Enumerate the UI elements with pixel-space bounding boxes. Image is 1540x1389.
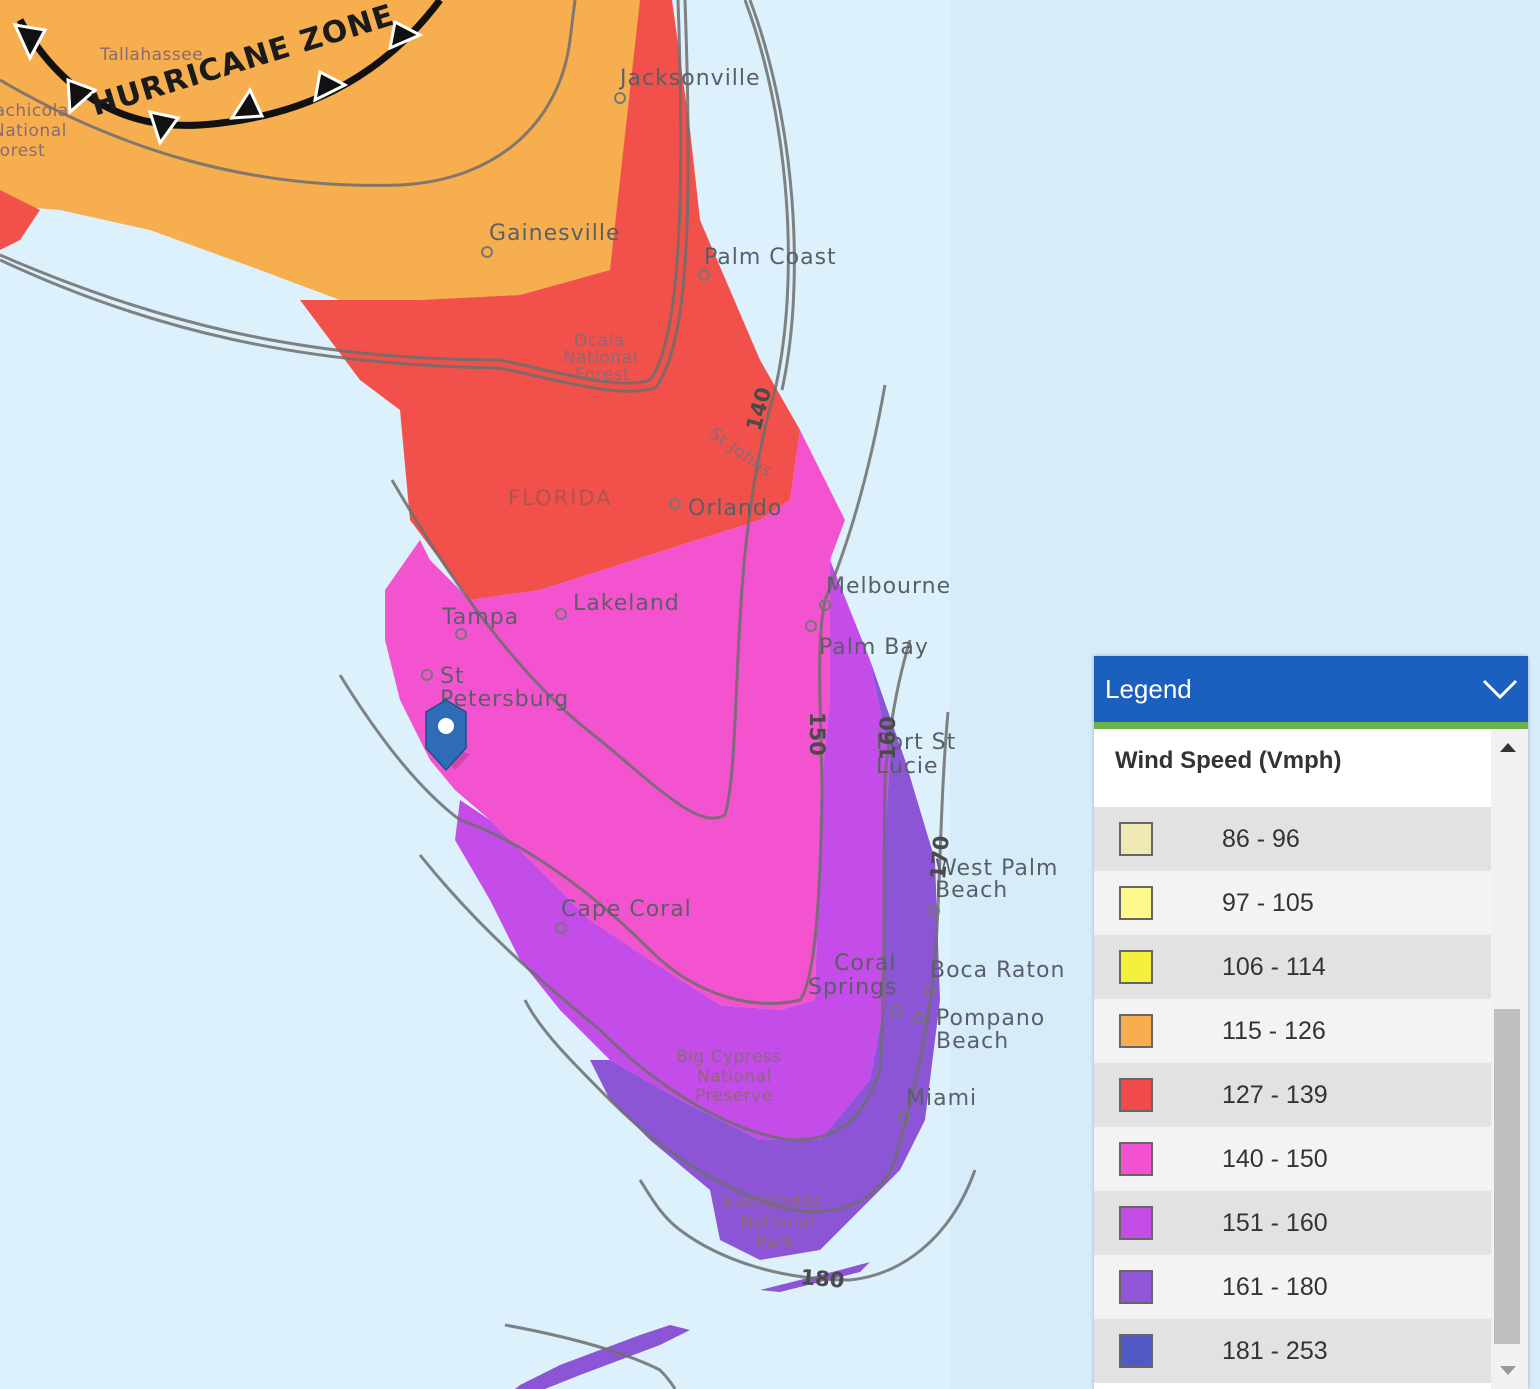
scroll-down-icon[interactable] [1500, 1366, 1516, 1375]
city-labels: Jacksonville Gainesville Palm Coast Orla… [440, 66, 1065, 1111]
chevron-down-icon[interactable] [1472, 678, 1528, 700]
hurricane-zone-line [16, 0, 443, 129]
area-labels: Ocala National Forest Big Cypress Nation… [0, 45, 822, 1253]
contour-label-150: 150 [805, 712, 829, 756]
city-label: Springs [808, 975, 897, 1000]
legend-item: 127 - 139 [1094, 1063, 1491, 1127]
city-label: Port St [876, 730, 956, 755]
city-label: Miami [906, 1086, 977, 1111]
area-label: Tallahassee [99, 45, 203, 65]
city-label: Lucie [876, 754, 939, 779]
legend-range: 127 - 139 [1222, 1080, 1328, 1109]
zone-127-139-west [0, 190, 40, 250]
area-label: Everglades [723, 1192, 822, 1212]
legend-swatch [1119, 950, 1153, 984]
area-label: National [697, 1067, 772, 1087]
legend-range: 86 - 96 [1222, 824, 1300, 853]
city-label: West Palm [935, 856, 1058, 881]
legend-range: 115 - 126 [1222, 1016, 1326, 1045]
legend-body: Wind Speed (Vmph) 86 - 96 97 - 105 106 -… [1094, 729, 1528, 1389]
city-label: Melbourne [826, 574, 951, 599]
city-label: Petersburg [440, 687, 569, 712]
city-label: Coral [834, 951, 896, 976]
area-label: National [740, 1213, 815, 1233]
area-label: National [0, 121, 67, 141]
area-label: Preserve [695, 1086, 773, 1106]
legend-swatch [1119, 1078, 1153, 1112]
scrollbar-thumb[interactable] [1494, 1009, 1520, 1344]
legend-item: 106 - 114 [1094, 935, 1491, 999]
zone-161-180 [590, 660, 940, 1260]
legend-swatch [1119, 1206, 1153, 1240]
legend-header[interactable]: Legend [1094, 656, 1528, 729]
legend-range: 151 - 160 [1222, 1208, 1328, 1237]
city-label: Cape Coral [561, 897, 692, 922]
legend-range: 140 - 150 [1222, 1144, 1328, 1173]
contour-label-180: 180 [800, 1265, 846, 1293]
city-label: Pompano [936, 1006, 1045, 1031]
city-label: Boca Raton [930, 958, 1065, 983]
city-label: Gainesville [489, 221, 620, 246]
scroll-up-icon[interactable] [1500, 743, 1516, 752]
city-label: Tampa [441, 605, 519, 630]
area-label: Park [756, 1233, 795, 1253]
contour-label-170: 170 [926, 835, 954, 881]
legend-scrollbar[interactable] [1491, 729, 1528, 1389]
zone-115-126 [0, 0, 660, 300]
area-label: Forest [575, 365, 630, 385]
area-label: National [563, 348, 638, 368]
legend-item: 115 - 126 [1094, 999, 1491, 1063]
legend-list: 86 - 96 97 - 105 106 - 114 115 - 126 127… [1094, 807, 1528, 1383]
city-label: Beach [935, 878, 1008, 903]
location-marker-icon[interactable] [425, 699, 470, 772]
city-label: St [440, 664, 465, 689]
legend-range: 97 - 105 [1222, 888, 1314, 917]
contour-label-160: 160 [876, 716, 900, 760]
area-label: Ocala [574, 331, 625, 351]
city-dots [421, 92, 940, 1123]
legend-swatch [1119, 822, 1153, 856]
legend-item: 181 - 253 [1094, 1319, 1491, 1383]
legend-subtitle: Wind Speed (Vmph) [1094, 729, 1512, 807]
city-label: Orlando [688, 496, 782, 521]
city-label: Palm Bay [819, 635, 929, 660]
city-label: Lakeland [573, 591, 680, 616]
zone-140-150 [385, 430, 845, 1010]
area-label: Forest [0, 141, 45, 161]
state-label: FLORIDA [508, 486, 613, 510]
legend-swatch [1119, 1142, 1153, 1176]
zone-127-139 [300, 0, 800, 600]
area-label: Apalachicola [0, 101, 69, 121]
area-label: Big Cypress [676, 1047, 782, 1067]
city-label: Beach [936, 1029, 1009, 1054]
hurricane-zone-arrows [12, 19, 424, 147]
legend-item: 86 - 96 [1094, 807, 1491, 871]
city-label: Palm Coast [704, 245, 837, 270]
zone-151-160 [455, 560, 890, 1140]
legend-range: 161 - 180 [1222, 1272, 1328, 1301]
legend-range: 181 - 253 [1222, 1336, 1328, 1365]
legend-item: 151 - 160 [1094, 1191, 1491, 1255]
legend-swatch [1119, 886, 1153, 920]
legend-swatch [1119, 1334, 1153, 1368]
legend-range: 106 - 114 [1222, 952, 1326, 981]
city-label: Jacksonville [618, 66, 761, 91]
legend-swatch [1119, 1014, 1153, 1048]
legend-item: 97 - 105 [1094, 871, 1491, 935]
legend-item: 140 - 150 [1094, 1127, 1491, 1191]
florida-keys [515, 1325, 690, 1389]
legend-panel: Legend Wind Speed (Vmph) 86 - 96 97 - 10… [1094, 656, 1528, 1389]
legend-swatch [1119, 1270, 1153, 1304]
legend-title: Legend [1105, 673, 1192, 704]
legend-item: 161 - 180 [1094, 1255, 1491, 1319]
